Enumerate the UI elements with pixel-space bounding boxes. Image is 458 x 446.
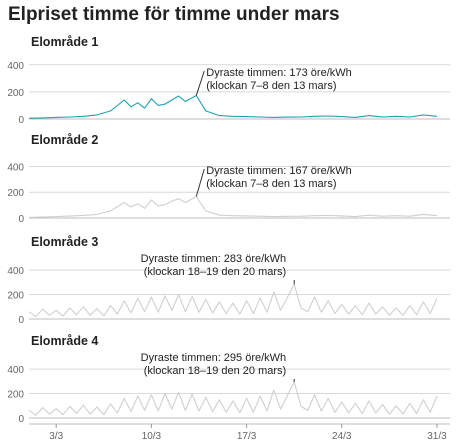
annotation-line-2: (klockan 18–19 den 20 mars): [144, 365, 286, 377]
panel-title: Elområde 2: [31, 133, 98, 147]
annotation-line-1: Dyraste timmen: 167 öre/kWh: [206, 165, 352, 177]
x-tick-label: 31/3: [427, 431, 447, 442]
panel-3: Elområde 3 0 200 400 Dyraste timmen: 283 öre…: [7, 235, 450, 326]
y-tick-label: 200: [7, 291, 24, 302]
series-line: [28, 381, 438, 416]
y-tick-label: 400: [7, 365, 24, 376]
y-tick-label: 200: [7, 188, 24, 199]
chart-title: Elpriset timme för timme under mars: [8, 4, 340, 25]
x-tick-label: 24/3: [332, 431, 352, 442]
panel-4: Elområde 4 0 200 400 Dyraste timmen: 295 öre…: [7, 334, 450, 425]
annotation-line-2: (klockan 18–19 den 20 mars): [144, 266, 286, 278]
panel-2: Elområde 2 0 200 400 Dyraste timmen: 167 öre…: [7, 133, 450, 225]
y-tick-label: 0: [18, 315, 24, 326]
annotation-line-2: (klockan 7–8 den 13 mars): [206, 178, 336, 190]
panel-1: Elområde 1 0 200 400 Dyraste timmen: 173 öre…: [7, 35, 450, 126]
y-tick-label: 400: [7, 61, 24, 72]
panel-title: Elområde 1: [31, 35, 98, 49]
annotation-pointer: [195, 70, 205, 96]
series-line: [28, 94, 438, 119]
series-line: [28, 283, 438, 318]
panel-title: Elområde 4: [31, 334, 98, 348]
y-tick-label: 400: [7, 266, 24, 277]
y-tick-label: 0: [18, 414, 24, 425]
annotation-line-1: Dyraste timmen: 173 öre/kWh: [206, 67, 352, 79]
series-line: [28, 195, 438, 218]
panel-title: Elområde 3: [31, 235, 98, 249]
y-tick-label: 200: [7, 88, 24, 99]
annotation-line-1: Dyraste timmen: 283 öre/kWh: [141, 253, 287, 265]
y-tick-label: 200: [7, 390, 24, 401]
x-tick-label: 10/3: [142, 431, 162, 442]
annotation-line-2: (klockan 7–8 den 13 mars): [206, 80, 336, 92]
y-tick-label: 0: [18, 214, 24, 225]
annotation-pointer: [195, 168, 205, 197]
x-tick-label: 3/3: [49, 431, 63, 442]
y-tick-label: 400: [7, 162, 24, 173]
annotation-line-1: Dyraste timmen: 295 öre/kWh: [141, 352, 287, 364]
y-tick-label: 0: [18, 115, 24, 126]
x-tick-label: 17/3: [237, 431, 257, 442]
